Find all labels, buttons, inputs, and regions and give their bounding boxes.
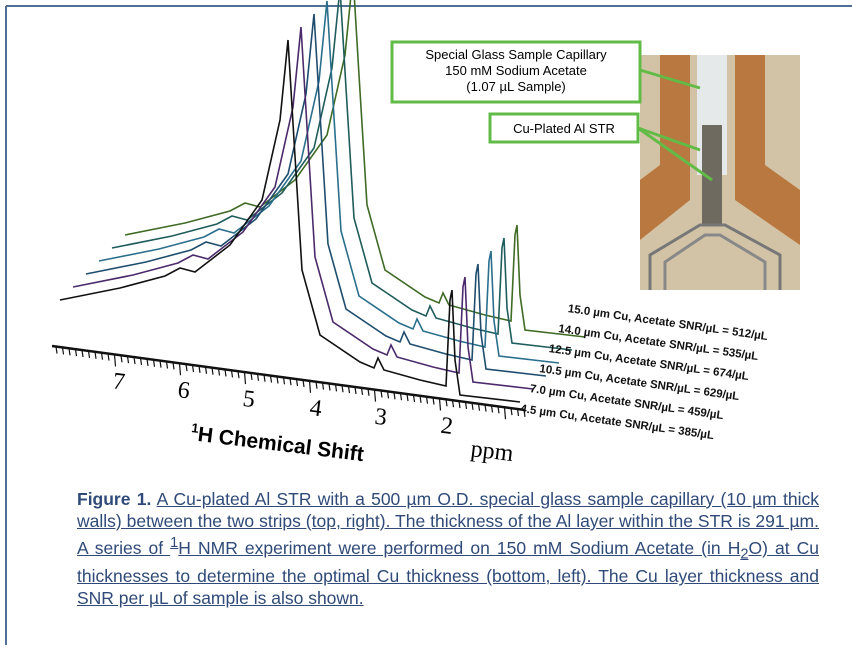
axis-tick-label: 5 (241, 386, 256, 413)
axis-tick-label: 3 (373, 404, 388, 431)
axis-tick-label: 4 (308, 395, 323, 422)
axis-minor-tick (245, 372, 246, 384)
series-labels: 4.5 µm Cu, Acetate SNR/µL = 385/µL7.0 µm… (520, 303, 769, 442)
axis-minor-tick (440, 398, 441, 410)
callout-line: 150 mM Sodium Acetate (445, 63, 587, 78)
axis-tick-label: 7 (111, 368, 126, 395)
axis-tick-label: 2 (439, 413, 454, 440)
photo (640, 55, 800, 290)
axis-title: 1H Chemical Shift (189, 420, 365, 466)
axis-unit: ppm (469, 436, 515, 467)
page: Special Glass Sample Capillary 150 mM So… (0, 0, 852, 645)
callout-line: (1.07 µL Sample) (466, 79, 566, 94)
axis-minor-tick (375, 390, 376, 402)
callout-line: Cu-Plated Al STR (513, 121, 615, 136)
axis-title-text: H Chemical Shift (197, 423, 365, 466)
caption-text: H NMR experiment were performed on 150 m… (178, 538, 740, 558)
axis-minor-tick (310, 381, 311, 393)
axis-minor-tick (180, 363, 181, 375)
callout-line: Special Glass Sample Capillary (425, 47, 607, 62)
caption: Figure 1. A Cu-plated Al STR with a 500 … (77, 488, 819, 609)
axis-tick-label: 6 (176, 377, 191, 404)
caption-label: Figure 1. (77, 489, 151, 509)
axis-minor-tick (505, 407, 506, 419)
axis-minor-tick (115, 354, 116, 366)
